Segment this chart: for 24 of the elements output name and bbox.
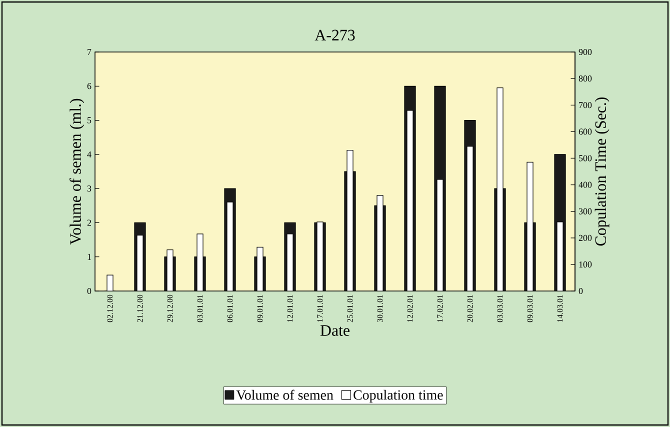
y2-tick-label: 500	[579, 155, 592, 162]
y-tick-label: 7	[88, 49, 92, 55]
y2-tick-label: 100	[579, 261, 592, 268]
y-tick-label: 5	[88, 117, 92, 124]
x-axis-title: Date	[320, 325, 350, 336]
y-axis-title: Volume of semen (ml.)	[70, 98, 84, 245]
y2-axis-title: Copulation Time (Sec.)	[594, 97, 610, 246]
y2-tick-label: 400	[578, 182, 592, 188]
y-tick-label: 4	[87, 151, 92, 158]
y-tick-label: 2	[87, 220, 91, 226]
y-tick-label: 3	[87, 186, 92, 192]
y2-tick-label: 600	[578, 128, 592, 135]
y-tick-label: 6	[87, 83, 92, 90]
y2-tick-label: 800	[578, 76, 592, 82]
y2-tick-label: 200	[578, 234, 592, 241]
y2-tick-label: 700	[579, 102, 592, 108]
y2-tick-label: 0	[578, 288, 583, 294]
y-tick-label: 0	[87, 288, 92, 294]
legend-label: Volume of semen	[236, 390, 334, 400]
y2-tick-label: 900	[578, 48, 592, 56]
chart-title: A-273	[314, 30, 355, 41]
legend-label: Copulation time	[354, 390, 443, 403]
y2-tick-label: 300	[578, 208, 592, 214]
y-tick-label: 1	[88, 254, 91, 260]
